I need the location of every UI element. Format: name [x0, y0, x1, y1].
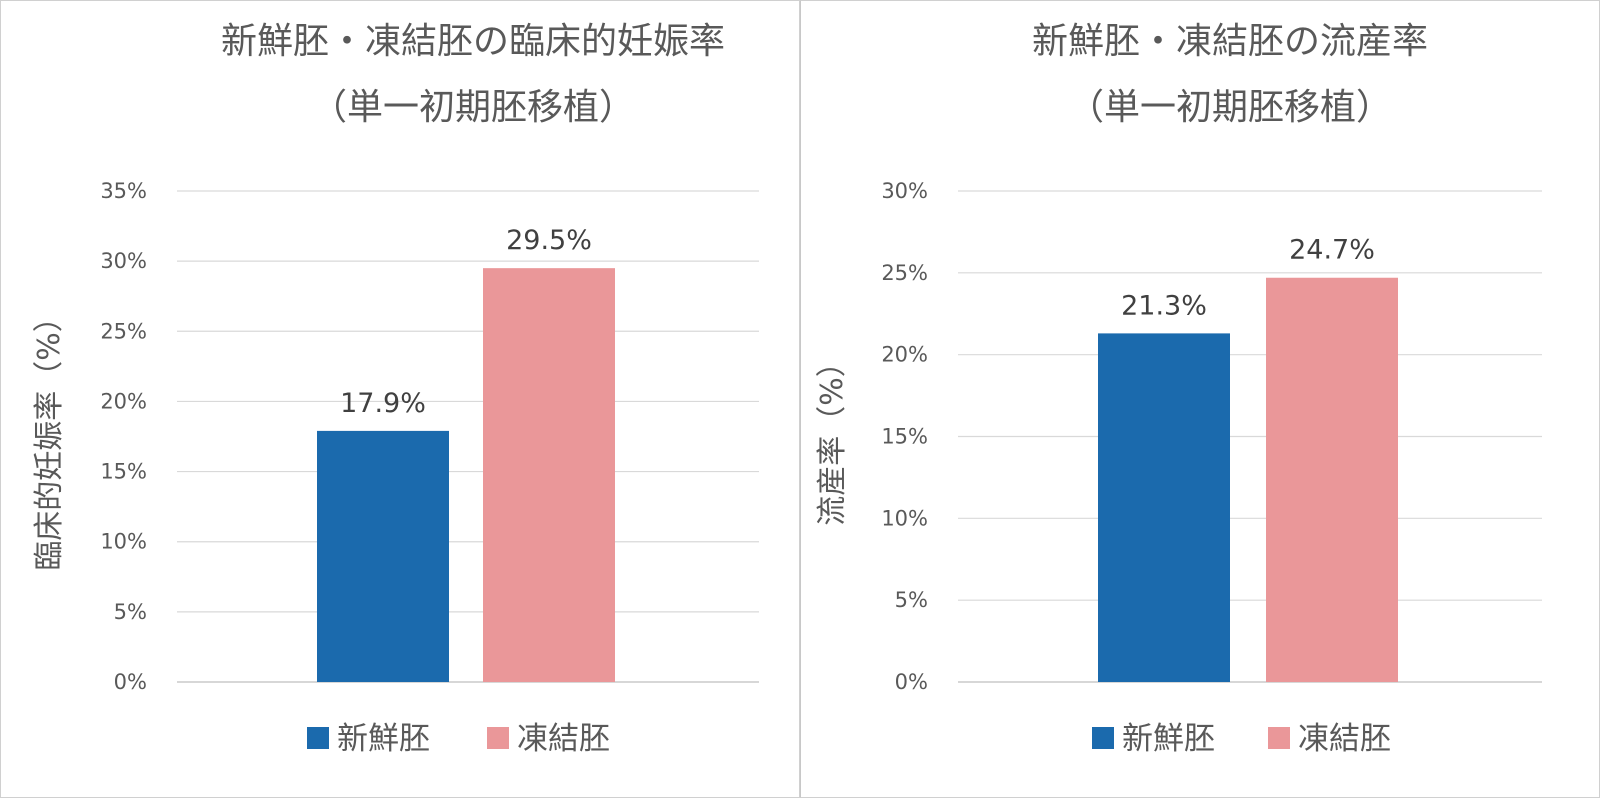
chart-title-line: 新鮮胚・凍結胚の臨床的妊娠率 [221, 21, 725, 62]
miscarriage-rate-chart: 新鮮胚・凍結胚の流産率 （単一初期胚移植） 0% 5% 10% 15% 20% 25% 30% 流… [815, 21, 1542, 757]
data-label: 29.5% [506, 225, 592, 256]
pregnancy-rate-chart: 新鮮胚・凍結胚の臨床的妊娠率 （単一初期胚移植） 0% 5% 10% 15% 20% 25% 3… [32, 21, 759, 757]
bar-fresh [317, 430, 449, 682]
data-label: 21.3% [1121, 290, 1207, 321]
y-tick-label: 15% [100, 460, 147, 484]
bar-frozen [483, 268, 615, 682]
y-tick-label: 30% [100, 249, 147, 273]
y-tick-label: 15% [881, 425, 928, 449]
y-tick-label: 0% [895, 670, 928, 694]
legend-label: 凍結胚 [1298, 721, 1391, 757]
y-axis-label: 流産率（%） [815, 347, 850, 526]
legend-swatch [307, 727, 329, 749]
y-tick-label: 25% [881, 261, 928, 285]
legend-label: 新鮮胚 [1122, 721, 1215, 757]
data-label: 17.9% [340, 388, 426, 419]
legend-label: 凍結胚 [517, 721, 610, 757]
y-tick-label: 10% [100, 530, 147, 554]
legend-swatch [487, 727, 509, 749]
legend-swatch [1268, 727, 1290, 749]
y-tick-label: 35% [100, 179, 147, 203]
pregnancy-rate-chart-panel: 新鮮胚・凍結胚の臨床的妊娠率 （単一初期胚移植） 0% 5% 10% 15% 20% 25% 3… [0, 0, 800, 798]
y-tick-label: 5% [114, 600, 147, 624]
legend-swatch [1092, 727, 1114, 749]
y-tick-label: 5% [895, 588, 928, 612]
chart-title-line: 新鮮胚・凍結胚の流産率 [1032, 21, 1428, 62]
miscarriage-rate-chart-panel: 新鮮胚・凍結胚の流産率 （単一初期胚移植） 0% 5% 10% 15% 20% 25% 30% 流… [800, 0, 1600, 798]
chart-title-line: （単一初期胚移植） [1068, 87, 1392, 128]
bar-fresh [1098, 333, 1230, 682]
y-axis-label: 臨床的妊娠率（%） [32, 302, 67, 571]
y-tick-label: 10% [881, 506, 928, 530]
y-tick-label: 20% [100, 389, 147, 413]
y-tick-label: 20% [881, 343, 928, 367]
data-label: 24.7% [1289, 235, 1375, 266]
y-tick-label: 0% [114, 670, 147, 694]
y-tick-label: 30% [881, 179, 928, 203]
bar-frozen [1266, 277, 1398, 682]
y-tick-label: 25% [100, 319, 147, 343]
chart-title-line: （単一初期胚移植） [311, 87, 635, 128]
legend-label: 新鮮胚 [337, 721, 430, 757]
